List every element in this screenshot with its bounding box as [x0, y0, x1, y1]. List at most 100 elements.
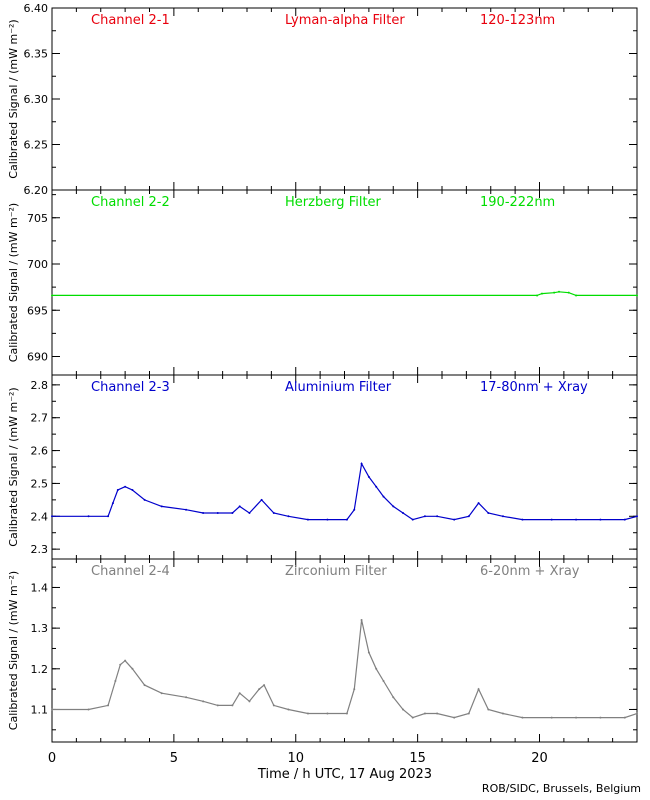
data-point: [521, 518, 524, 521]
y-tick-label: 1.3: [31, 622, 49, 635]
band-label: 17-80nm + Xray: [480, 380, 588, 395]
data-point: [353, 688, 356, 691]
data-point: [467, 712, 470, 715]
data-point: [599, 716, 602, 719]
y-axis-label: Calibrated Signal / (mW m⁻²): [7, 203, 20, 362]
filter-label: Herzberg Filter: [285, 195, 382, 210]
data-point: [467, 515, 470, 518]
y-tick-label: 2.5: [31, 477, 49, 490]
filter-label: Zirconium Filter: [285, 564, 387, 579]
panel-frame: [51, 374, 638, 560]
data-point: [367, 651, 370, 654]
data-point: [436, 515, 439, 518]
data-point: [272, 512, 275, 514]
data-point: [238, 692, 241, 695]
filter-label: Lyman-alpha Filter: [285, 13, 405, 28]
data-point: [111, 502, 114, 505]
x-axis-label: Time / h UTC, 17 Aug 2023: [257, 767, 432, 782]
data-point: [119, 663, 122, 666]
data-point: [124, 485, 127, 488]
data-point: [636, 712, 638, 715]
data-point: [423, 712, 426, 715]
x-tick-label: 20: [531, 751, 548, 766]
panel-frame: [51, 189, 638, 376]
data-point: [553, 291, 556, 294]
filter-label: Aluminium Filter: [285, 380, 392, 395]
x-tick-label: 0: [48, 751, 56, 766]
data-point: [402, 708, 404, 711]
data-point: [411, 518, 414, 521]
data-point: [248, 512, 251, 514]
data-point: [160, 505, 163, 508]
panel-3: 2.3 2.4 2.5 2.6 2.7 2.8 Calibrated Signal / (m…: [7, 374, 638, 560]
series-line: [52, 291, 637, 296]
y-tick-label: 2.4: [31, 510, 49, 523]
data-point: [558, 290, 560, 293]
data-point: [423, 515, 426, 518]
data-point: [287, 708, 290, 711]
y-tick-label: 705: [27, 212, 48, 225]
band-label: 6-20nm + Xray: [480, 564, 580, 579]
data-point: [382, 680, 385, 682]
data-point: [487, 512, 490, 514]
data-point: [477, 502, 480, 505]
y-tick-label: 1.4: [31, 581, 49, 594]
data-point: [51, 294, 53, 297]
data-point: [107, 704, 110, 707]
data-point: [575, 294, 578, 297]
channel-label: Channel 2-4: [91, 564, 170, 579]
y-tick-label: 695: [27, 304, 48, 317]
chart-panels: 6.20 6.25 6.30 6.35 6.40 Calibrated Signal / …: [7, 2, 638, 743]
y-axis-label: Calibrated Signal / (mW m⁻²): [7, 387, 20, 546]
y-tick-label: 2.7: [31, 412, 49, 425]
data-point: [360, 619, 363, 621]
data-point: [636, 515, 638, 518]
data-point: [216, 512, 219, 514]
data-point: [550, 716, 553, 719]
panel-1: 6.20 6.25 6.30 6.35 6.40 Calibrated Signal / …: [7, 2, 638, 197]
x-axis: 0 5 10 15 20: [48, 751, 548, 766]
data-point: [87, 708, 90, 711]
y-tick-label: 1.1: [31, 703, 49, 716]
data-point: [453, 716, 456, 719]
data-point: [567, 291, 570, 294]
data-point: [260, 498, 263, 501]
credit-text: ROB/SIDC, Brussels, Belgium: [482, 782, 641, 795]
data-point: [375, 667, 378, 670]
y-tick-label: 690: [27, 351, 48, 364]
data-point: [258, 688, 261, 691]
y-tick-label: 6.30: [24, 93, 49, 106]
data-point: [623, 716, 626, 719]
y-tick-label: 6.25: [24, 139, 49, 152]
data-point: [107, 515, 110, 518]
x-tick-label: 15: [409, 751, 426, 766]
y-axis-label: Calibrated Signal / (mW m⁻²): [7, 571, 20, 730]
data-point: [185, 696, 188, 699]
data-point: [353, 508, 356, 511]
y-tick-label: 2.3: [31, 543, 49, 556]
data-point: [575, 716, 578, 719]
data-point: [202, 512, 205, 514]
data-point: [487, 708, 490, 711]
data-point: [326, 712, 329, 715]
y-tick-label: 6.40: [24, 2, 49, 15]
data-point: [345, 518, 348, 521]
data-point: [160, 692, 163, 695]
panel-4: 1.1 1.2 1.3 1.4 Calibrated Signal / (mW m⁻²)…: [7, 558, 638, 743]
data-point: [263, 684, 266, 687]
x-tick-label: 5: [170, 751, 178, 766]
channel-label: Channel 2-2: [91, 195, 170, 210]
data-point: [599, 518, 602, 521]
data-point: [231, 704, 234, 707]
data-point: [550, 518, 553, 521]
channel-label: Channel 2-3: [91, 380, 170, 395]
panel-frame: [51, 558, 638, 743]
x-tick-label: 10: [287, 751, 304, 766]
data-point: [131, 667, 134, 670]
data-point: [143, 498, 146, 501]
panel-frame: [51, 7, 638, 191]
band-label: 190-222nm: [480, 195, 555, 210]
data-point: [51, 708, 53, 711]
data-point: [501, 515, 504, 518]
